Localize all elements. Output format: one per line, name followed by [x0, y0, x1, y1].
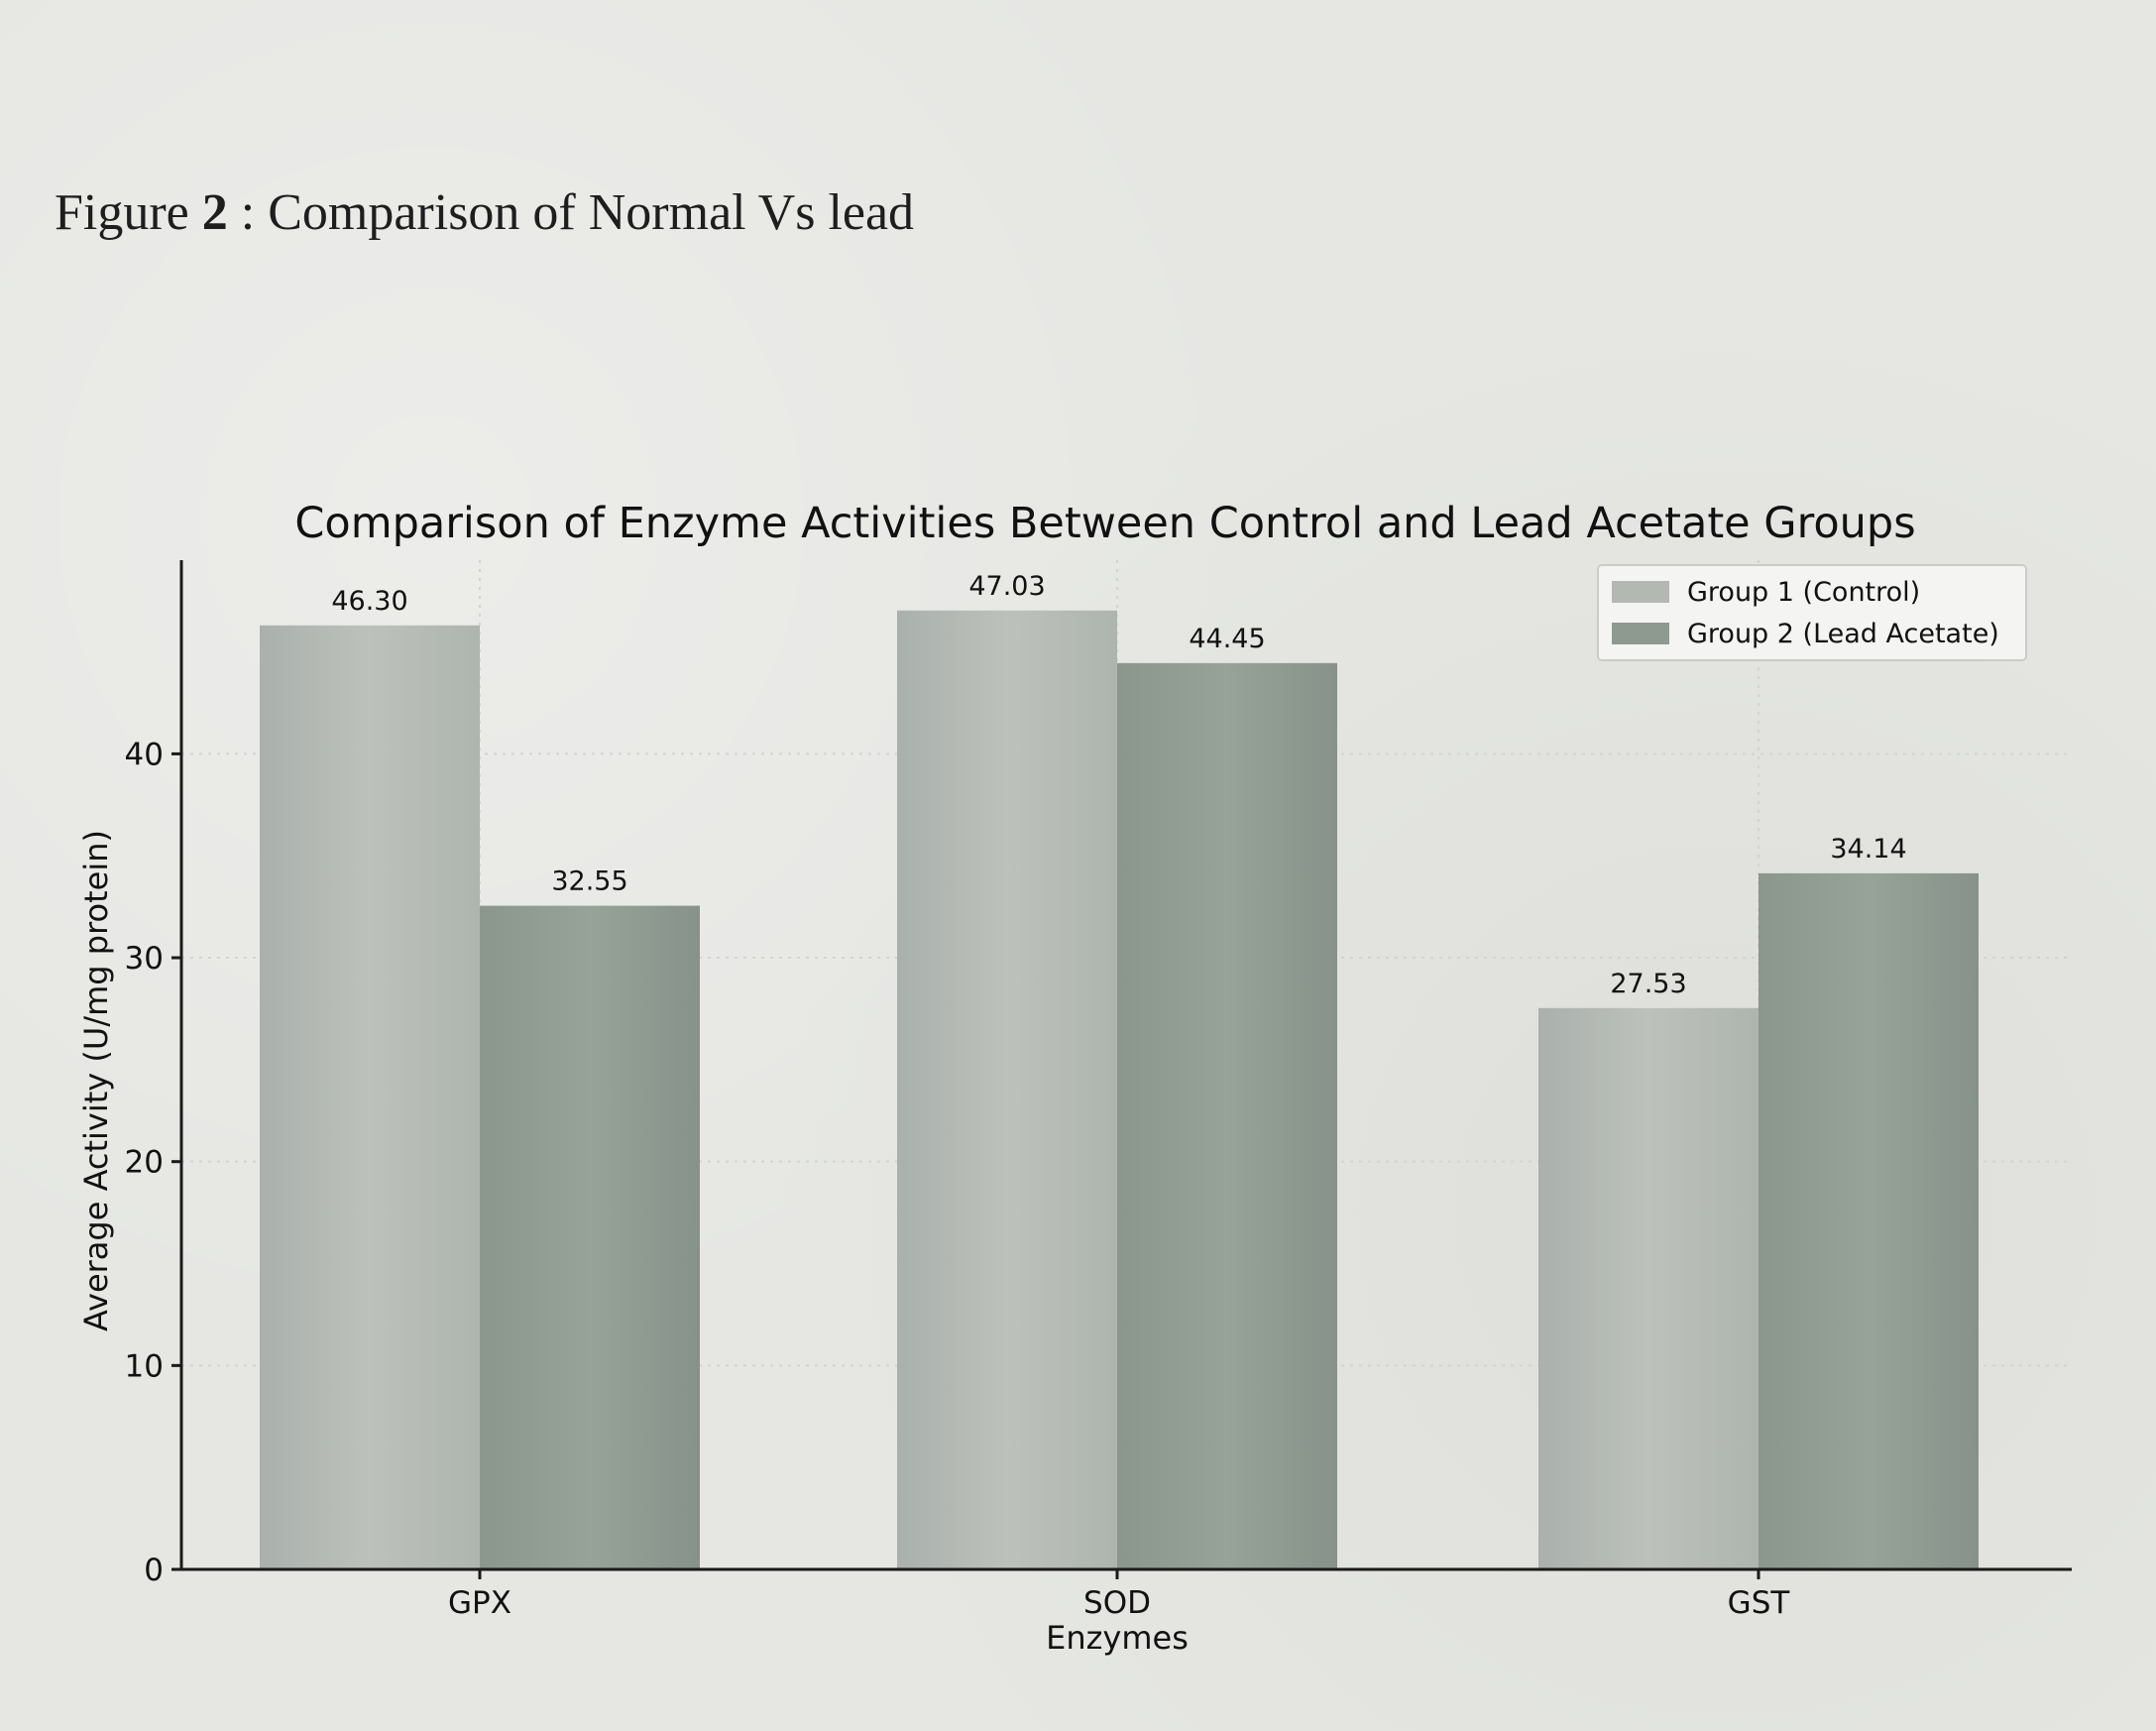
bar-sod-control [897, 610, 1117, 1569]
x-tick-label: GPX [448, 1585, 511, 1621]
figure-caption-separator: : [227, 184, 269, 241]
y-tick-label: 30 [125, 941, 164, 977]
bar-value-label: 32.55 [551, 866, 627, 897]
bar-value-label: 47.03 [968, 571, 1045, 602]
y-axis-label: Average Activity (U/mg protein) [77, 830, 115, 1331]
bar-value-label: 27.53 [1610, 969, 1686, 999]
x-tick-label: GST [1728, 1585, 1791, 1621]
bar-gpx-control [260, 625, 480, 1569]
x-tick-label: SOD [1083, 1585, 1151, 1621]
y-tick-label: 20 [125, 1145, 164, 1181]
figure-caption-text: Comparison of Normal Vs lead [268, 184, 915, 241]
legend-box [1597, 564, 2027, 661]
figure-caption-number: 2 [201, 184, 228, 241]
axes: 0 10 20 30 40 GPX SOD GST [125, 560, 2072, 1621]
legend-label: Group 1 (Control) [1687, 577, 1920, 608]
chart-title: Comparison of Enzyme Activities Between … [294, 499, 1915, 548]
bar-gpx-lead-acetate [480, 905, 700, 1569]
y-tick-label: 40 [125, 737, 164, 772]
figure-caption: Figure 2 : Comparison of Normal Vs lead [55, 183, 914, 242]
bars [260, 610, 1979, 1569]
bar-value-labels: 46.30 47.03 27.53 32.55 44.45 34.14 [331, 571, 1906, 999]
bar-value-label: 46.30 [331, 586, 407, 617]
figure-caption-label: Figure [55, 184, 189, 241]
legend-swatch [1612, 623, 1669, 644]
bar-gst-lead-acetate [1759, 872, 1979, 1569]
bar-value-label: 34.14 [1830, 834, 1906, 865]
bar-gst-control [1538, 1007, 1759, 1569]
y-tick-label: 0 [144, 1553, 164, 1588]
legend-swatch [1612, 581, 1669, 603]
bar-value-label: 44.45 [1189, 624, 1265, 654]
x-axis-label: Enzymes [1046, 1619, 1189, 1657]
y-tick-label: 10 [125, 1348, 164, 1384]
legend-label: Group 2 (Lead Acetate) [1687, 619, 1999, 649]
legend: Group 1 (Control) Group 2 (Lead Acetate) [1597, 564, 2027, 661]
bar-sod-lead-acetate [1117, 662, 1337, 1569]
